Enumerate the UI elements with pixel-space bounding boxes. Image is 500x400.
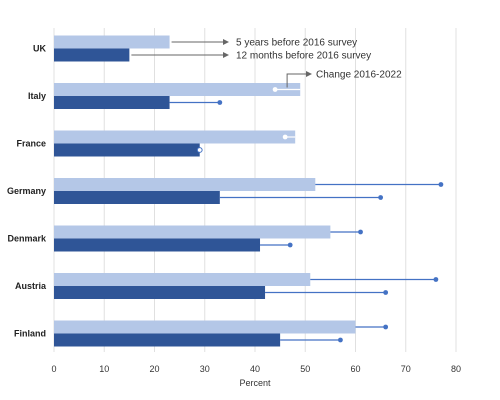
legend-label-five-years: 5 years before 2016 survey	[236, 38, 357, 49]
bar-twelve-months-before	[54, 191, 220, 204]
x-tick-label: 10	[99, 364, 109, 374]
bar-five-years-before	[54, 83, 301, 96]
legend-label-twelve-months: 12 months before 2016 survey	[236, 51, 371, 62]
category-label: UK	[33, 44, 46, 54]
change-point-twelve-months	[287, 242, 293, 248]
bar-twelve-months-before	[54, 333, 281, 347]
x-tick-label: 40	[250, 364, 260, 374]
legend-arrowhead-change	[306, 71, 312, 77]
bar-five-years-before	[54, 35, 170, 49]
annotations: 5 years before 2016 survey 12 months befo…	[131, 38, 402, 88]
bar-twelve-months-before	[54, 286, 266, 299]
x-tick-label: 30	[200, 364, 210, 374]
change-point-five-years	[383, 324, 389, 330]
category-label: Germany	[7, 186, 46, 196]
change-point-twelve-months	[217, 100, 223, 105]
legend-label-change: Change 2016-2022	[316, 70, 402, 81]
bar-five-years-before	[54, 130, 296, 144]
labels: 0 10 20 30 40 50 60 70 80 Percent UK Italy France Ger…	[7, 44, 461, 389]
x-tick-label: 50	[300, 364, 310, 374]
category-label: France	[16, 139, 46, 149]
category-label: Italy	[28, 91, 46, 101]
bar-five-years-before	[54, 225, 331, 239]
bar-five-years-before	[54, 273, 311, 286]
bar-twelve-months-before	[54, 143, 200, 157]
change-point-five-years	[282, 134, 288, 140]
category-label: Denmark	[7, 234, 47, 244]
x-tick-label: 20	[149, 364, 159, 374]
x-tick-label: 60	[350, 364, 360, 374]
category-label: Finland	[14, 329, 46, 339]
change-point-twelve-months	[196, 147, 203, 153]
change-markers	[169, 87, 444, 343]
category-label: Austria	[15, 281, 47, 291]
bar-twelve-months-before	[54, 238, 261, 252]
bar-five-years-before	[54, 178, 316, 191]
bar-twelve-months-before	[54, 48, 130, 62]
legend-leader-change	[286, 73, 306, 88]
change-point-twelve-months	[378, 195, 384, 200]
bars	[54, 35, 356, 347]
x-tick-label: 70	[401, 364, 411, 374]
legend-arrowhead-twelve-months	[223, 52, 229, 58]
change-point-five-years	[358, 229, 363, 235]
change-point-five-years	[438, 182, 444, 187]
bar-five-years-before	[54, 320, 356, 334]
x-axis-title: Percent	[239, 378, 271, 388]
change-point-five-years	[433, 277, 439, 282]
change-point-twelve-months	[338, 337, 343, 343]
x-tick-label: 0	[51, 364, 56, 374]
bar-twelve-months-before	[54, 96, 170, 109]
x-tick-label: 80	[451, 364, 461, 374]
change-point-twelve-months	[383, 290, 389, 295]
change-point-five-years	[272, 87, 278, 92]
legend-arrowhead-five-years	[223, 39, 229, 45]
